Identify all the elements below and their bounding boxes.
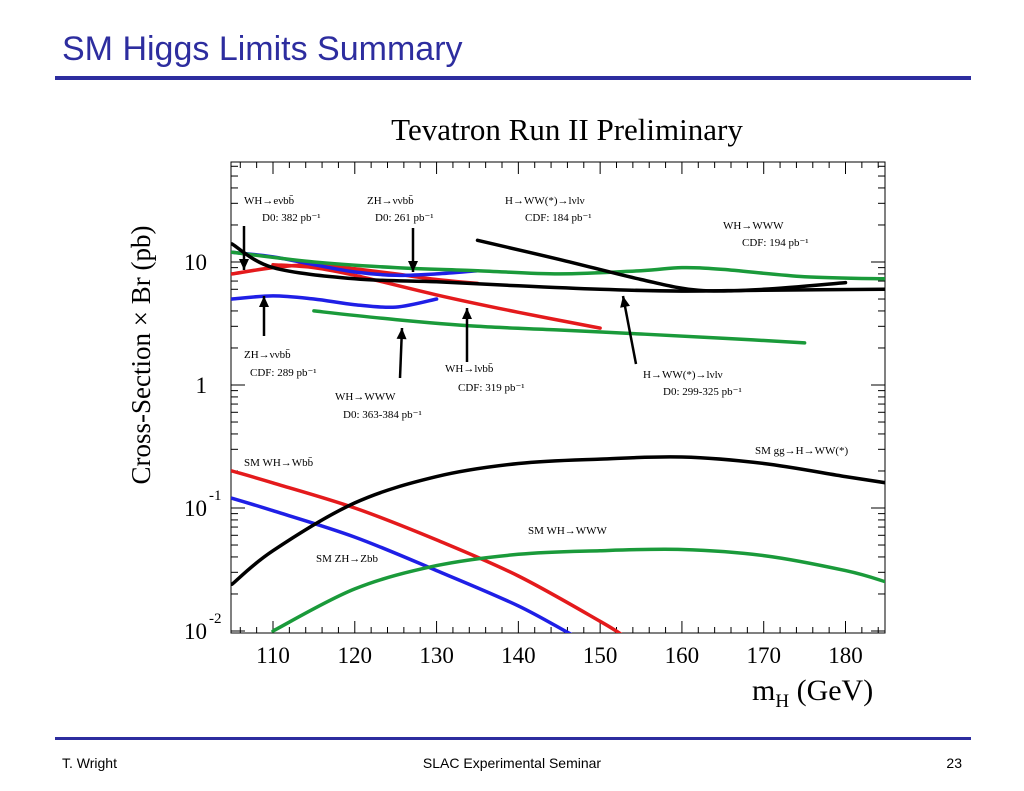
y-tick-label: 10 [184,619,207,644]
annotation-h-ww-cdf-line-2: CDF: 184 pb⁻¹ [525,212,592,224]
x-tick-label: 150 [583,643,618,668]
arrow-head [408,261,418,272]
series-line-4 [231,294,439,310]
annotation-wh-evbb-line-2: D0: 382 pb⁻¹ [262,212,321,224]
x-tick-label: 130 [419,643,454,668]
arrow-head [259,296,269,307]
annotation-arrow [621,295,638,365]
x-tick-label: 140 [501,643,536,668]
annotation-sm-wh-wbb-line-1: SM WH→Wbb̄ [244,457,314,469]
series-line-8 [231,242,885,293]
series-line-11 [231,455,885,586]
y-tick-label: 10 [184,250,207,275]
footer-author: T. Wright [62,755,117,771]
arrow-head [396,328,407,340]
x-tick-label: 160 [665,643,700,668]
series-line-5 [231,250,885,281]
y-tick-label: 1 [196,373,208,398]
annotation-sm-wh-www-line-1: SM WH→WWW [528,525,608,537]
footer-rule [55,737,971,740]
y-axis-label: Cross-Section × Br (pb) [126,226,156,485]
annotation-wh-evbb-line-1: WH→eνbb̄ [244,195,295,207]
page-number: 23 [946,755,962,771]
series-line-12 [271,547,885,633]
title-rule [55,76,971,80]
annotation-arrows [239,226,638,379]
annotation-wh-www-cdf-line-1: WH→WWW [723,220,784,232]
y-tick-label: 10 [184,496,207,521]
slide-title: SM Higgs Limits Summary [62,30,463,68]
annotation-h-ww-d0-line-2: D0: 299-325 pb⁻¹ [663,386,742,398]
annotation-wh-www-d0-line-2: D0: 363-384 pb⁻¹ [343,409,422,421]
arrow-head [620,296,630,308]
series-clip-group [231,238,885,633]
plot-frame [230,161,886,634]
annotation-h-ww-d0-line-1: H→WW(*)→lνlν [643,369,723,381]
x-tick-label: 180 [828,643,863,668]
series-line-10 [231,496,573,633]
annotation-wh-lvbb-line-1: WH→lνbb̄ [445,363,494,375]
annotation-labels: WH→eνbb̄ D0: 382 pb⁻¹ ZH→ννbb̄ D0: 261 pb⁻¹… [244,195,849,565]
x-axis-label: mH (GeV) [752,674,873,712]
chart-title: Tevatron Run II Preliminary [391,112,743,147]
annotation-zh-vvbb-d0-line-1: ZH→ννbb̄ [367,195,414,207]
y-axis-label-text: Cross-Section × Br (pb) [126,226,156,485]
annotation-wh-www-d0-line-1: WH→WWW [335,391,396,403]
series-line-2 [271,262,602,330]
annotation-wh-www-cdf-line-2: CDF: 194 pb⁻¹ [742,237,809,249]
annotation-h-ww-cdf-line-1: H→WW(*)→lνlν [505,195,585,207]
x-tick-label: 110 [256,643,290,668]
annotation-sm-zh-zbb-line-1: SM ZH→Zbb [316,553,379,565]
series-line-9 [231,469,623,633]
x-tick-label: 120 [338,643,373,668]
footer-event: SLAC Experimental Seminar [422,755,602,771]
y-tick-exponent: -1 [209,488,222,504]
annotation-sm-gg-h-ww-line-1: SM gg→H→WW(*) [755,445,849,457]
annotation-zh-vvbb-d0-line-2: D0: 261 pb⁻¹ [375,212,434,224]
arrow-head [239,259,249,270]
x-tick-label: 170 [746,643,781,668]
y-tick-exponent: -2 [209,611,222,627]
annotation-zh-vvbb-cdf-line-2: CDF: 289 pb⁻¹ [250,367,317,379]
series-line-6 [312,309,807,345]
arrow-head [462,308,472,319]
annotation-wh-lvbb-line-2: CDF: 319 pb⁻¹ [458,382,525,394]
annotation-zh-vvbb-cdf-line-1: ZH→ννbb̄ [244,349,291,361]
series-group [231,238,885,633]
